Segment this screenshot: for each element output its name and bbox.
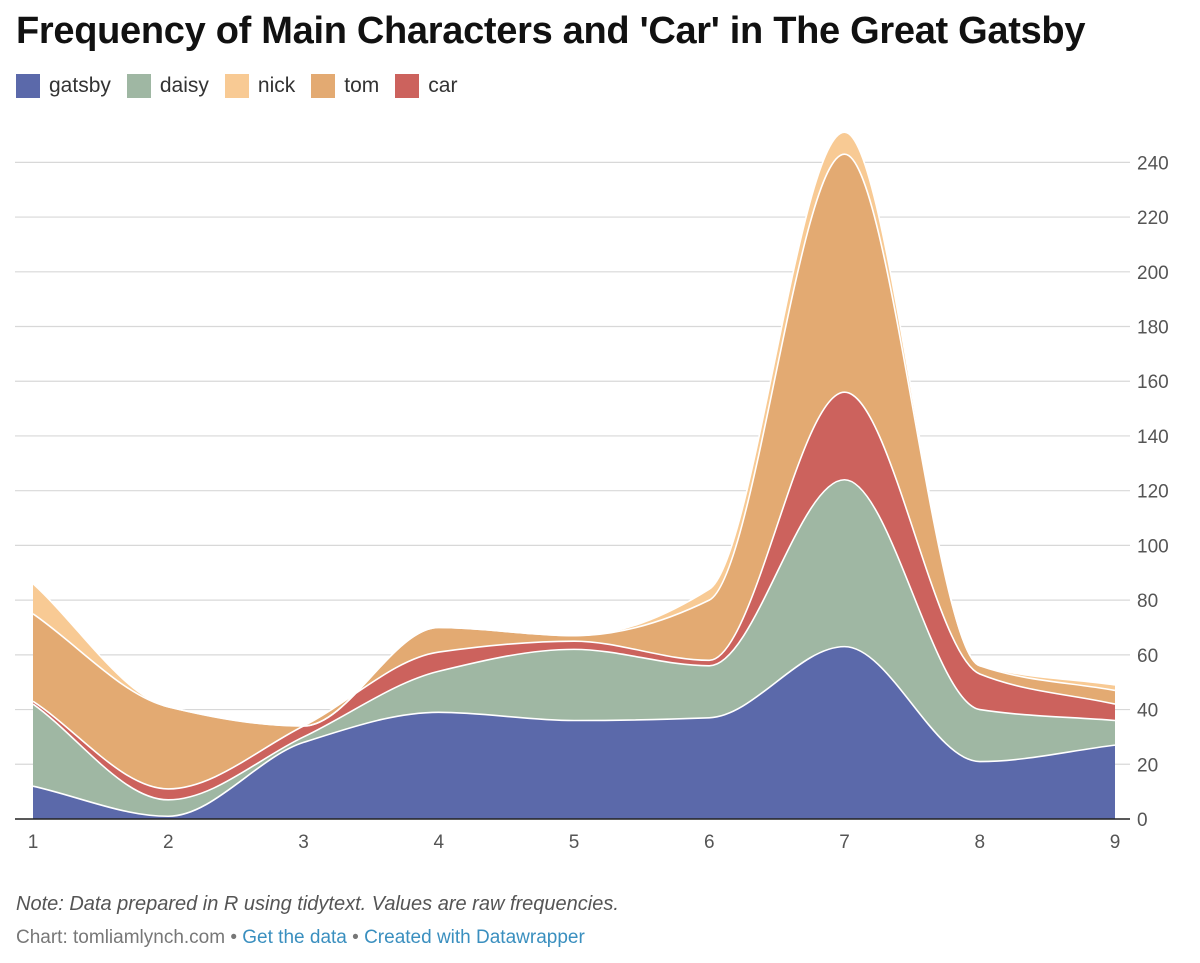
x-tick-label: 4 bbox=[433, 832, 444, 853]
legend-label-gatsby: gatsby bbox=[49, 74, 111, 97]
area-edge-car bbox=[32, 391, 1116, 790]
area-edge-daisy bbox=[32, 478, 1116, 801]
legend-label-tom: tom bbox=[344, 74, 380, 97]
credit-source: Chart: tomliamlynch.com bbox=[16, 927, 226, 948]
x-tick-label: 7 bbox=[839, 832, 850, 853]
legend-item-daisy: daisy bbox=[126, 74, 209, 98]
chart-credit: Chart: tomliamlynch.com • Get the data •… bbox=[16, 927, 585, 949]
legend-item-car: car bbox=[395, 74, 457, 98]
legend-label-car: car bbox=[428, 74, 458, 97]
y-tick-label: 80 bbox=[1137, 591, 1158, 612]
x-tick-label: 1 bbox=[28, 832, 39, 853]
legend-swatch-car bbox=[395, 74, 420, 98]
y-tick-label: 40 bbox=[1137, 701, 1158, 722]
credit-separator: • bbox=[230, 927, 237, 948]
legend-label-nick: nick bbox=[257, 74, 296, 97]
x-tick-label: 9 bbox=[1110, 832, 1121, 853]
legend-swatch-daisy bbox=[126, 74, 151, 98]
x-tick-label: 5 bbox=[569, 832, 580, 853]
x-tick-label: 2 bbox=[163, 832, 174, 853]
y-tick-label: 240 bbox=[1137, 153, 1169, 174]
x-tick-label: 6 bbox=[704, 832, 715, 853]
y-tick-label: 160 bbox=[1137, 372, 1169, 393]
legend-label-daisy: daisy bbox=[159, 74, 209, 97]
area-daisy bbox=[33, 479, 1115, 817]
y-tick-label: 220 bbox=[1137, 208, 1169, 229]
y-tick-label: 120 bbox=[1137, 482, 1169, 503]
area-edge-gatsby bbox=[32, 645, 1116, 818]
y-tick-label: 0 bbox=[1137, 810, 1148, 831]
x-tick-label: 3 bbox=[298, 832, 309, 853]
y-tick-label: 20 bbox=[1137, 755, 1158, 776]
credit-separator: • bbox=[352, 927, 359, 948]
x-tick-label: 8 bbox=[974, 832, 985, 853]
y-tick-label: 140 bbox=[1137, 427, 1169, 448]
stacked-area-chart: 0 20 40 60 80 100 120 140 160 180 200 220 240 1 2 3 4 5 6 7… bbox=[15, 131, 1169, 853]
legend-swatch-tom bbox=[311, 74, 336, 98]
legend-swatch-nick bbox=[224, 74, 249, 98]
legend-item-nick: nick bbox=[224, 74, 296, 98]
legend: gatsby daisy nick tom car bbox=[16, 74, 473, 98]
y-tick-label: 180 bbox=[1137, 318, 1169, 339]
datawrapper-link[interactable]: Created with Datawrapper bbox=[364, 927, 585, 948]
legend-item-gatsby: gatsby bbox=[16, 74, 111, 98]
area-edge-nick bbox=[32, 131, 1116, 727]
y-tick-label: 100 bbox=[1137, 536, 1169, 557]
chart-title: Frequency of Main Characters and 'Car' i… bbox=[16, 10, 1086, 52]
chart-note: Note: Data prepared in R using tidytext.… bbox=[16, 893, 619, 915]
get-the-data-link[interactable]: Get the data bbox=[242, 927, 347, 948]
y-tick-label: 60 bbox=[1137, 646, 1158, 667]
legend-item-tom: tom bbox=[311, 74, 379, 98]
area-gatsby bbox=[33, 646, 1115, 819]
legend-swatch-gatsby bbox=[16, 74, 40, 98]
area-tom bbox=[33, 154, 1115, 789]
y-tick-label: 200 bbox=[1137, 263, 1169, 284]
